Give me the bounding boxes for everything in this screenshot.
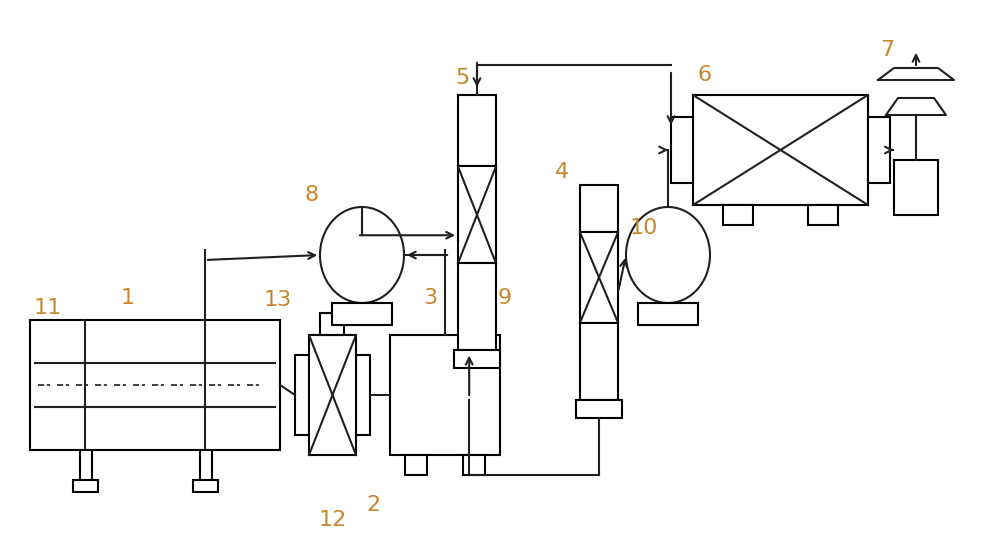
Bar <box>309 335 356 455</box>
Bar <box>390 335 500 455</box>
Text: 9: 9 <box>498 288 512 308</box>
Bar <box>80 450 92 480</box>
Bar <box>868 117 890 183</box>
Text: 1: 1 <box>121 288 135 308</box>
Text: 4: 4 <box>555 162 569 182</box>
Text: 12: 12 <box>319 510 347 530</box>
Bar <box>332 303 392 325</box>
Bar <box>580 185 618 232</box>
Bar <box>454 350 500 368</box>
Bar <box>580 322 618 400</box>
Text: 7: 7 <box>880 40 894 60</box>
Text: 3: 3 <box>423 288 437 308</box>
Bar <box>576 400 622 418</box>
Bar <box>458 263 496 350</box>
Bar <box>463 455 485 475</box>
Ellipse shape <box>320 207 404 303</box>
Bar <box>693 95 868 205</box>
Bar <box>723 205 753 225</box>
Text: 13: 13 <box>264 290 292 310</box>
Bar <box>193 480 218 492</box>
Bar <box>320 313 344 335</box>
Text: 11: 11 <box>34 298 62 318</box>
Text: 8: 8 <box>305 185 319 205</box>
Polygon shape <box>878 68 954 80</box>
Text: 5: 5 <box>455 68 469 88</box>
Bar <box>405 455 427 475</box>
Bar <box>458 166 496 263</box>
Bar <box>356 355 370 435</box>
Text: 2: 2 <box>366 495 380 515</box>
Text: 6: 6 <box>698 65 712 85</box>
Bar <box>200 450 212 480</box>
Bar <box>295 355 309 435</box>
Bar <box>30 320 280 450</box>
Polygon shape <box>886 98 946 115</box>
Text: 10: 10 <box>630 218 658 238</box>
Bar <box>580 232 618 322</box>
Bar <box>638 303 698 325</box>
Bar <box>73 480 98 492</box>
Ellipse shape <box>626 207 710 303</box>
Bar <box>671 117 693 183</box>
Bar <box>458 95 496 166</box>
Bar <box>894 160 938 215</box>
Bar <box>808 205 838 225</box>
